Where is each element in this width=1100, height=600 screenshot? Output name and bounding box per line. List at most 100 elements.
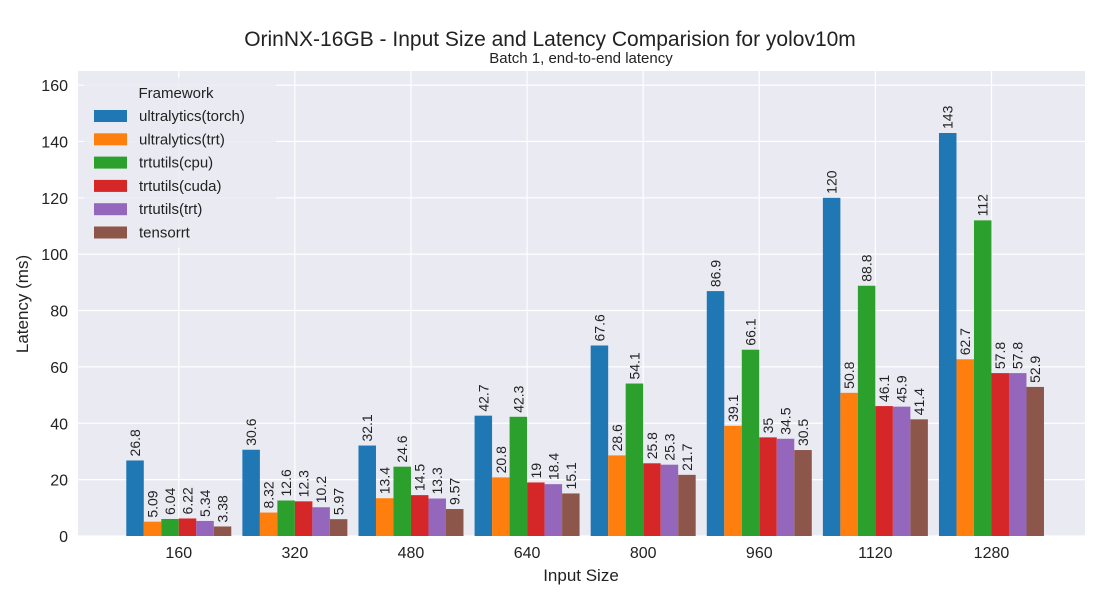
x-tick-label: 800 [630, 545, 657, 562]
legend-label: ultralytics(torch) [139, 108, 245, 125]
legend-label: trtutils(cuda) [139, 178, 222, 195]
bar [277, 500, 295, 536]
legend-swatch [94, 156, 127, 169]
legend-title: Framework [138, 85, 214, 102]
y-tick-label: 20 [50, 473, 68, 490]
bar [991, 373, 1009, 536]
data-label: 14.5 [412, 464, 428, 491]
bar [678, 474, 696, 536]
data-label: 20.8 [493, 446, 509, 473]
x-tick-label: 160 [165, 545, 192, 562]
data-label: 66.1 [743, 318, 759, 345]
bar [294, 501, 313, 536]
legend-items: ultralytics(torch) ultralytics(trt) trtuti… [94, 108, 245, 242]
bar [358, 445, 376, 536]
y-axis-label: Latency (ms) [13, 255, 32, 353]
bar [938, 133, 957, 536]
legend-swatch [94, 110, 127, 122]
chart-subtitle: Batch 1, end-to-end latency [489, 50, 673, 67]
bar [822, 197, 841, 536]
bar [544, 484, 563, 536]
data-label: 12.3 [296, 470, 312, 497]
x-tick-label: 960 [746, 545, 773, 562]
bar [259, 512, 278, 536]
data-label: 6.04 [162, 488, 178, 515]
data-label: 32.1 [359, 414, 375, 441]
y-tick-label: 160 [41, 78, 68, 95]
data-label: 8.32 [261, 481, 277, 508]
bar [910, 419, 928, 536]
bar [242, 449, 260, 536]
bar [660, 464, 679, 536]
bar [1008, 373, 1027, 536]
x-tick-label: 320 [282, 545, 309, 562]
data-label: 5.09 [145, 490, 161, 517]
bar [706, 291, 725, 536]
data-label: 5.97 [331, 488, 347, 515]
bar [196, 520, 214, 536]
data-label: 5.34 [197, 489, 213, 516]
x-axis-ticks: 160 320 480 640 800 960 1120 1280 [165, 545, 1009, 562]
bar [590, 345, 609, 536]
x-tick-label: 1280 [974, 545, 1010, 562]
bar [741, 349, 760, 536]
bar [794, 450, 812, 536]
data-label: 54.1 [626, 352, 642, 379]
data-labels: 26.8 30.6 32.1 42.7 67.6 86.9 120 143 5.09 8.32 13… [127, 105, 1043, 522]
bar [973, 220, 992, 536]
legend-swatch [94, 133, 127, 146]
legend-box [84, 78, 276, 248]
bar [562, 493, 580, 536]
bar [875, 406, 893, 536]
y-axis-ticks: 0 20 40 60 80 100 120 140 160 [41, 78, 68, 546]
data-label: 28.6 [609, 424, 625, 451]
data-label: 57.8 [1010, 342, 1026, 369]
bar [213, 526, 232, 536]
legend-label: ultralytics(trt) [139, 131, 225, 148]
data-label: 13.3 [429, 467, 445, 494]
data-label: 34.5 [778, 407, 794, 434]
data-label: 10.2 [313, 476, 329, 503]
data-label: 35 [760, 418, 776, 434]
y-tick-label: 100 [41, 247, 68, 264]
data-label: 6.22 [180, 487, 196, 514]
data-label: 41.4 [911, 388, 927, 415]
data-label: 57.8 [992, 342, 1008, 369]
data-label: 19 [528, 463, 544, 479]
bar [492, 477, 510, 536]
bar [143, 521, 162, 536]
data-label: 30.5 [795, 419, 811, 446]
bars [126, 133, 1044, 536]
data-label: 52.9 [1027, 355, 1043, 382]
bar [625, 383, 644, 536]
data-label: 42.7 [475, 384, 491, 411]
data-label: 9.57 [447, 478, 463, 505]
bar [375, 498, 394, 536]
x-tick-label: 640 [514, 545, 541, 562]
x-axis-label: Input Size [543, 566, 619, 585]
bar [956, 359, 974, 536]
data-label: 42.3 [510, 385, 526, 412]
bar [840, 392, 858, 536]
data-label: 45.9 [894, 375, 910, 402]
bar [1026, 386, 1044, 536]
bar [608, 455, 626, 536]
legend-label: trtutils(cpu) [139, 155, 213, 172]
data-label: 112 [975, 194, 991, 217]
x-tick-label: 1120 [858, 545, 893, 562]
legend: Framework ultralytics(torch)ultralytics(… [84, 78, 276, 248]
y-tick-label: 40 [50, 416, 68, 433]
bar [178, 518, 197, 536]
data-label: 143 [940, 105, 956, 129]
data-label: 15.1 [563, 462, 579, 489]
data-label: 30.6 [243, 418, 259, 445]
bar [445, 509, 464, 536]
bar [126, 460, 144, 536]
legend-label: tensorrt [139, 225, 191, 242]
data-label: 24.6 [394, 435, 410, 462]
legend-label: trtutils(trt) [139, 201, 202, 218]
bar [393, 466, 411, 536]
y-tick-label: 120 [41, 191, 68, 208]
y-tick-label: 140 [41, 134, 68, 151]
